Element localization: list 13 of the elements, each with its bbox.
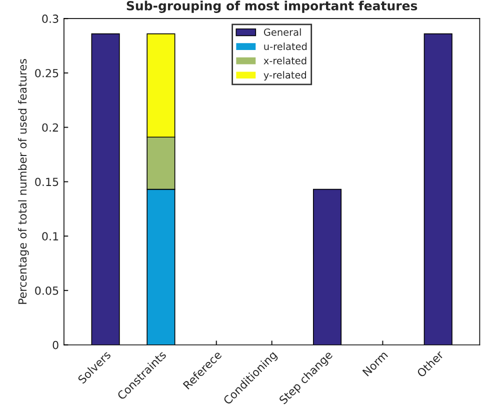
y-axis-title: Percentage of total number of used features [18,59,29,304]
y-tick-label: 0.3 [42,14,58,23]
legend-label: y-related [264,71,306,81]
y-tick-label: 0.15 [35,178,58,186]
legend-label: x-related [264,56,306,64]
legend-label: General [264,28,301,36]
y-tick-label: 0.2 [42,123,58,132]
legend-label: u-related [264,42,307,50]
y-tick-label: 0 [52,340,58,350]
y-tick-label: 0.1 [42,232,58,240]
y-tick-label: 0.05 [35,286,58,295]
chart-title: Sub-grouping of most important features [126,0,418,13]
y-tick-label: 0.25 [35,68,58,78]
